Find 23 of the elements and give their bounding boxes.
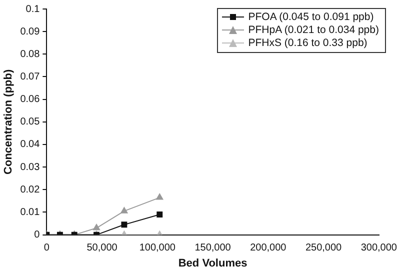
legend-label: PFOA (0.045 to 0.091 ppb) — [248, 11, 374, 23]
y-tick-label: 0 — [34, 230, 40, 241]
y-tick-label: 0.08 — [20, 48, 40, 60]
x-tick-label: 250,000 — [305, 242, 342, 254]
legend-label: PFHpA (0.021 to 0.034 ppb) — [248, 24, 379, 36]
y-tick-label: 0.07 — [20, 71, 40, 82]
legend-label: PFHxS (0.16 to 0.33 ppb) — [248, 37, 368, 49]
y-tick-label: 0.02 — [20, 184, 40, 196]
x-tick-label: 100,000 — [139, 242, 176, 254]
x-tick-label: 0 — [44, 242, 50, 254]
x-tick-label: 300,000 — [360, 242, 398, 254]
y-tick-label: 0.03 — [20, 162, 40, 173]
y-axis-title: Concentration (ppb) — [2, 69, 15, 174]
y-tick-label: 0.01 — [20, 206, 40, 218]
x-axis-title: Bed Volumes — [178, 257, 248, 270]
x-tick-label: 50,000 — [86, 242, 118, 254]
y-tick-label: 0.04 — [20, 139, 40, 150]
y-tick-label: 0.09 — [20, 26, 40, 38]
x-tick-label: 150,000 — [194, 242, 232, 254]
x-tick-label: 200,000 — [250, 242, 287, 254]
y-tick-label: 0.1 — [26, 4, 40, 15]
y-tick-label: 0.06 — [20, 94, 40, 106]
y-tick-label: 0.05 — [20, 116, 40, 128]
